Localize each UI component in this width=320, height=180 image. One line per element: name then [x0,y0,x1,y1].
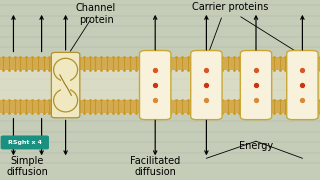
Text: Energy: Energy [239,141,273,151]
FancyBboxPatch shape [51,52,80,118]
FancyBboxPatch shape [287,51,318,120]
Bar [61,78,70,92]
Ellipse shape [53,89,77,112]
FancyBboxPatch shape [140,51,171,120]
Text: Channel
protein: Channel protein [76,3,116,25]
Text: Carrier proteins: Carrier proteins [192,2,268,12]
Ellipse shape [53,58,77,81]
FancyBboxPatch shape [240,51,272,120]
FancyBboxPatch shape [1,136,49,149]
Text: RSght x 4: RSght x 4 [8,140,42,145]
Text: Facilitated
diffusion: Facilitated diffusion [130,156,180,177]
Bar [0,100,320,113]
Bar [0,70,320,100]
Bar [0,57,320,70]
FancyBboxPatch shape [191,51,222,120]
Text: Simple
diffusion: Simple diffusion [6,156,48,177]
